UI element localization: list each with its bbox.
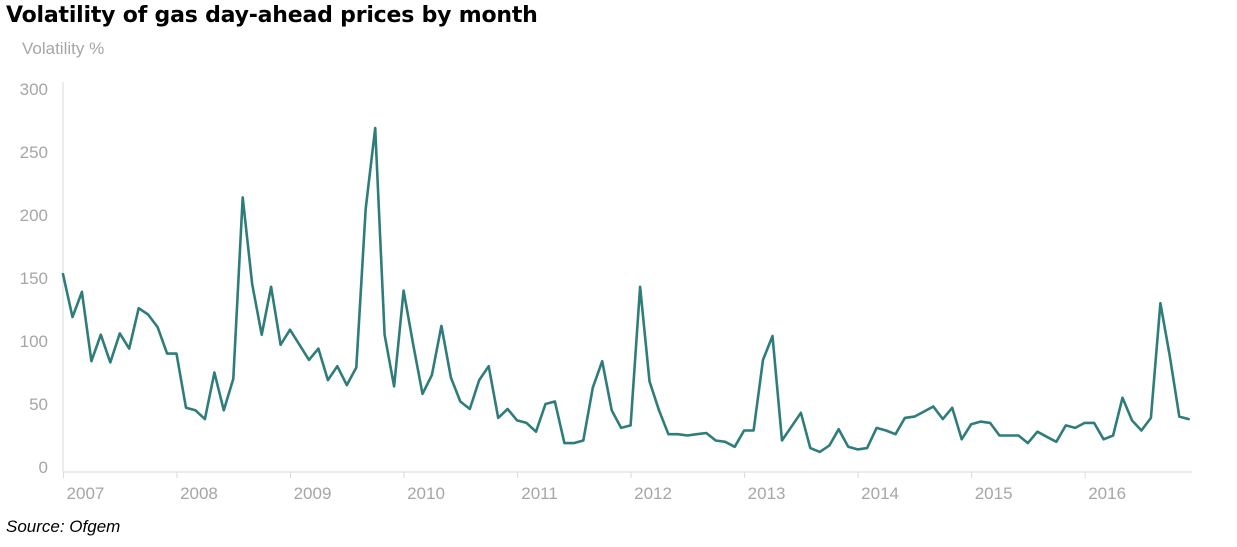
x-tick-label: 2012 — [634, 484, 672, 503]
x-tick-label: 2013 — [748, 484, 786, 503]
y-tick-label: 0 — [39, 458, 48, 477]
source-note: Source: Ofgem — [6, 517, 121, 536]
x-tick-label: 2010 — [407, 484, 445, 503]
x-tick-label: 2008 — [180, 484, 218, 503]
x-tick-label: 2016 — [1088, 484, 1126, 503]
chart-title: Volatility of gas day-ahead prices by mo… — [6, 3, 538, 28]
y-tick-label: 200 — [20, 206, 48, 225]
y-tick-label: 50 — [29, 395, 48, 414]
y-axis-ticks: 0 50 100 150 200 250 300 — [20, 80, 48, 477]
x-axis-ticks: 2007 2008 2009 2010 2011 2012 2013 2014 2015 2016 — [62, 472, 1126, 503]
y-axis-label: Volatility % — [22, 39, 105, 58]
x-tick-label: 2015 — [975, 484, 1013, 503]
x-tick-label: 2014 — [861, 484, 899, 503]
series-line-0 — [61, 126, 1190, 454]
y-tick-label: 300 — [20, 80, 48, 99]
x-tick-label: 2009 — [294, 484, 332, 503]
y-tick-label: 100 — [20, 332, 48, 351]
x-tick-label: 2011 — [521, 484, 558, 503]
y-tick-label: 250 — [20, 143, 48, 162]
series-group — [61, 126, 1190, 454]
y-tick-label: 150 — [20, 269, 48, 288]
x-tick-label: 2007 — [67, 484, 105, 503]
